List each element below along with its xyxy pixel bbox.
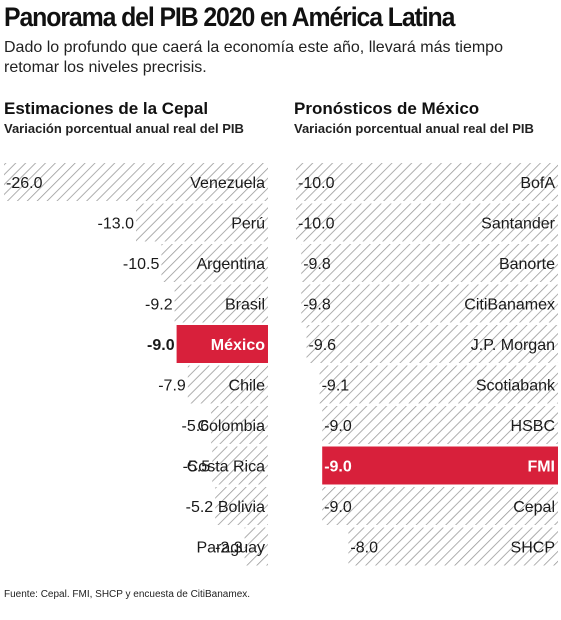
category-label-venezuela: Venezuela	[190, 175, 265, 192]
category-label-scotiabank: Scotiabank	[476, 378, 556, 395]
category-label-fmi: FMI	[527, 459, 555, 476]
cepal-chart: -26.0 Venezuela -13.0 Perú -10.5 Argentina -9.…	[4, 163, 268, 566]
bar-costa-rica	[212, 446, 268, 485]
category-label-banorte: Banorte	[499, 256, 555, 273]
value-label-citibanamex: -9.8	[303, 297, 331, 314]
category-label-brasil: Brasil	[225, 297, 265, 314]
category-label-argentina: Argentina	[197, 256, 266, 273]
value-label-peru: -13.0	[98, 216, 135, 233]
value-label-hsbc: -9.0	[324, 418, 352, 435]
mexico-chart: -10.0 BofA -10.0 Santander -9.8 Banorte -9.8 Ci…	[296, 163, 558, 566]
category-label-citibanamex: CitiBanamex	[464, 297, 555, 314]
bar-j-p-morgan	[306, 325, 558, 363]
value-label-chile: -7.9	[158, 378, 186, 395]
value-label-bofa: -10.0	[298, 175, 335, 192]
bar-bolivia	[215, 487, 268, 525]
value-label-argentina: -10.5	[123, 256, 160, 273]
value-label-shcp: -8.0	[350, 540, 378, 557]
value-label-mexico: -9.0	[147, 337, 175, 354]
value-label-j-p-morgan: -9.6	[309, 337, 337, 354]
category-label-paraguay: Paraguay	[197, 540, 266, 557]
bar-paraguay	[244, 527, 268, 566]
bar-peru	[136, 203, 268, 242]
bar-citibanamex	[301, 284, 558, 323]
category-label-peru: Perú	[231, 216, 265, 233]
category-label-santander: Santander	[481, 216, 556, 233]
category-label-shcp: SHCP	[511, 540, 555, 557]
category-label-bofa: BofA	[520, 175, 555, 192]
value-label-santander: -10.0	[298, 216, 335, 233]
value-label-banorte: -9.8	[303, 256, 331, 273]
value-label-scotiabank: -9.1	[322, 378, 350, 395]
source-note: Fuente: Cepal. FMI, SHCP y encuesta de C…	[4, 589, 251, 600]
bar-santander	[296, 203, 558, 242]
value-label-brasil: -9.2	[145, 297, 173, 314]
bar-venezuela	[4, 163, 268, 201]
value-label-colombia: -5.6	[182, 418, 210, 435]
value-label-bolivia: -5.2	[186, 499, 214, 516]
value-label-venezuela: -26.0	[6, 175, 43, 192]
bar-fmi	[322, 446, 558, 485]
category-label-cepal: Cepal	[513, 499, 555, 516]
bar-colombia	[211, 406, 268, 444]
category-label-colombia: Colombia	[197, 418, 265, 435]
page-title: Panorama del PIB 2020 en América Latina	[4, 2, 455, 32]
category-label-mexico: México	[211, 337, 265, 354]
value-label-costa-rica: -5.5	[183, 459, 211, 476]
category-label-hsbc: HSBC	[511, 418, 555, 435]
value-label-cepal: -9.0	[324, 499, 352, 516]
panel-title-cepal: Estimaciones de la Cepal	[4, 99, 209, 118]
bar-shcp	[348, 527, 558, 566]
panel-subtitle-cepal: Variación porcentual anual real del PIB	[4, 121, 244, 136]
bar-hsbc	[322, 406, 558, 444]
bar-argentina	[161, 244, 268, 282]
bar-scotiabank	[319, 365, 558, 404]
bar-cepal	[322, 487, 558, 525]
value-label-fmi: -9.0	[324, 459, 352, 476]
bar-bofa	[296, 163, 558, 201]
bar-chile	[187, 365, 268, 404]
panel-subtitle-mexico: Variación porcentual anual real del PIB	[294, 121, 534, 136]
category-label-bolivia: Bolivia	[218, 499, 265, 516]
category-label-chile: Chile	[229, 378, 266, 395]
bar-banorte	[301, 244, 558, 282]
panel-title-mexico: Pronósticos de México	[294, 99, 480, 118]
category-label-j-p-morgan: J.P. Morgan	[471, 337, 555, 354]
page-subtitle: Dado lo profundo que caerá la economía e…	[4, 39, 503, 76]
category-label-costa-rica: Costa Rica	[187, 459, 265, 476]
bar-mexico	[176, 325, 268, 363]
bar-brasil	[174, 284, 268, 323]
value-label-paraguay: -2.3	[215, 540, 243, 557]
